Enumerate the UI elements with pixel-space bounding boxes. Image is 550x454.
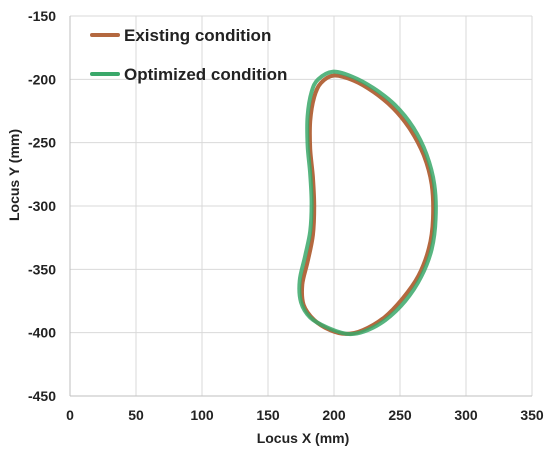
series-layer	[297, 69, 438, 337]
x-tick-label: 150	[256, 407, 280, 423]
legend-label-existing: Existing condition	[124, 26, 271, 45]
x-tick-label: 50	[128, 407, 144, 423]
legend: Existing condition Optimized condition	[90, 26, 287, 84]
y-tick-label: -250	[28, 135, 56, 151]
x-tick-label: 300	[454, 407, 478, 423]
series-existing-condition	[299, 73, 436, 336]
grid	[70, 15, 533, 396]
x-axis-label: Locus X (mm)	[257, 430, 350, 446]
y-tick-label: -350	[28, 261, 56, 277]
axes	[69, 16, 532, 397]
y-tick-label: -450	[28, 388, 56, 404]
y-tick-label: -200	[28, 71, 56, 87]
y-tick-label: -150	[28, 8, 56, 24]
x-tick-label: 200	[322, 407, 346, 423]
x-tick-label: 0	[66, 407, 74, 423]
y-tick-label: -300	[28, 198, 56, 214]
legend-label-optimized: Optimized condition	[124, 65, 287, 84]
tick-labels: 0 50 100 150 200 250 300 350 -150 -200 -250 -300 -35…	[28, 8, 544, 423]
series-optimized-condition	[297, 69, 438, 337]
x-tick-label: 350	[520, 407, 544, 423]
y-axis-label: Locus Y (mm)	[6, 129, 22, 221]
x-tick-label: 250	[388, 407, 412, 423]
y-tick-label: -400	[28, 325, 56, 341]
x-tick-label: 100	[190, 407, 214, 423]
